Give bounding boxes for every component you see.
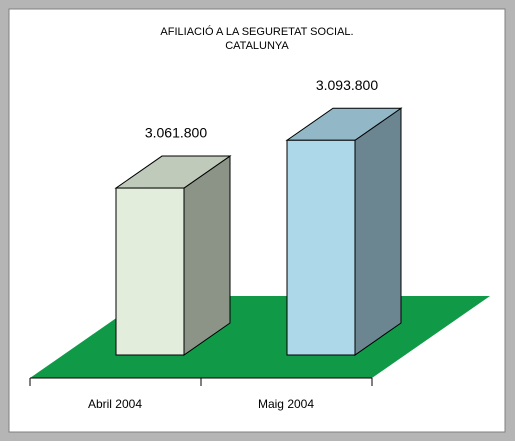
- bar: [115, 187, 185, 356]
- x-tick-label: Abril 2004: [88, 397, 142, 411]
- chart-title: AFILIACIÓ A LA SEGURETAT SOCIAL.: [160, 25, 353, 38]
- bar: [286, 139, 356, 356]
- chart-title: CATALUNYA: [225, 40, 289, 52]
- value-label: 3.061.800: [145, 125, 207, 141]
- bar-side: [183, 155, 231, 356]
- bar-side: [354, 107, 402, 356]
- value-label: 3.093.800: [316, 77, 378, 93]
- x-tick-label: Maig 2004: [258, 397, 314, 411]
